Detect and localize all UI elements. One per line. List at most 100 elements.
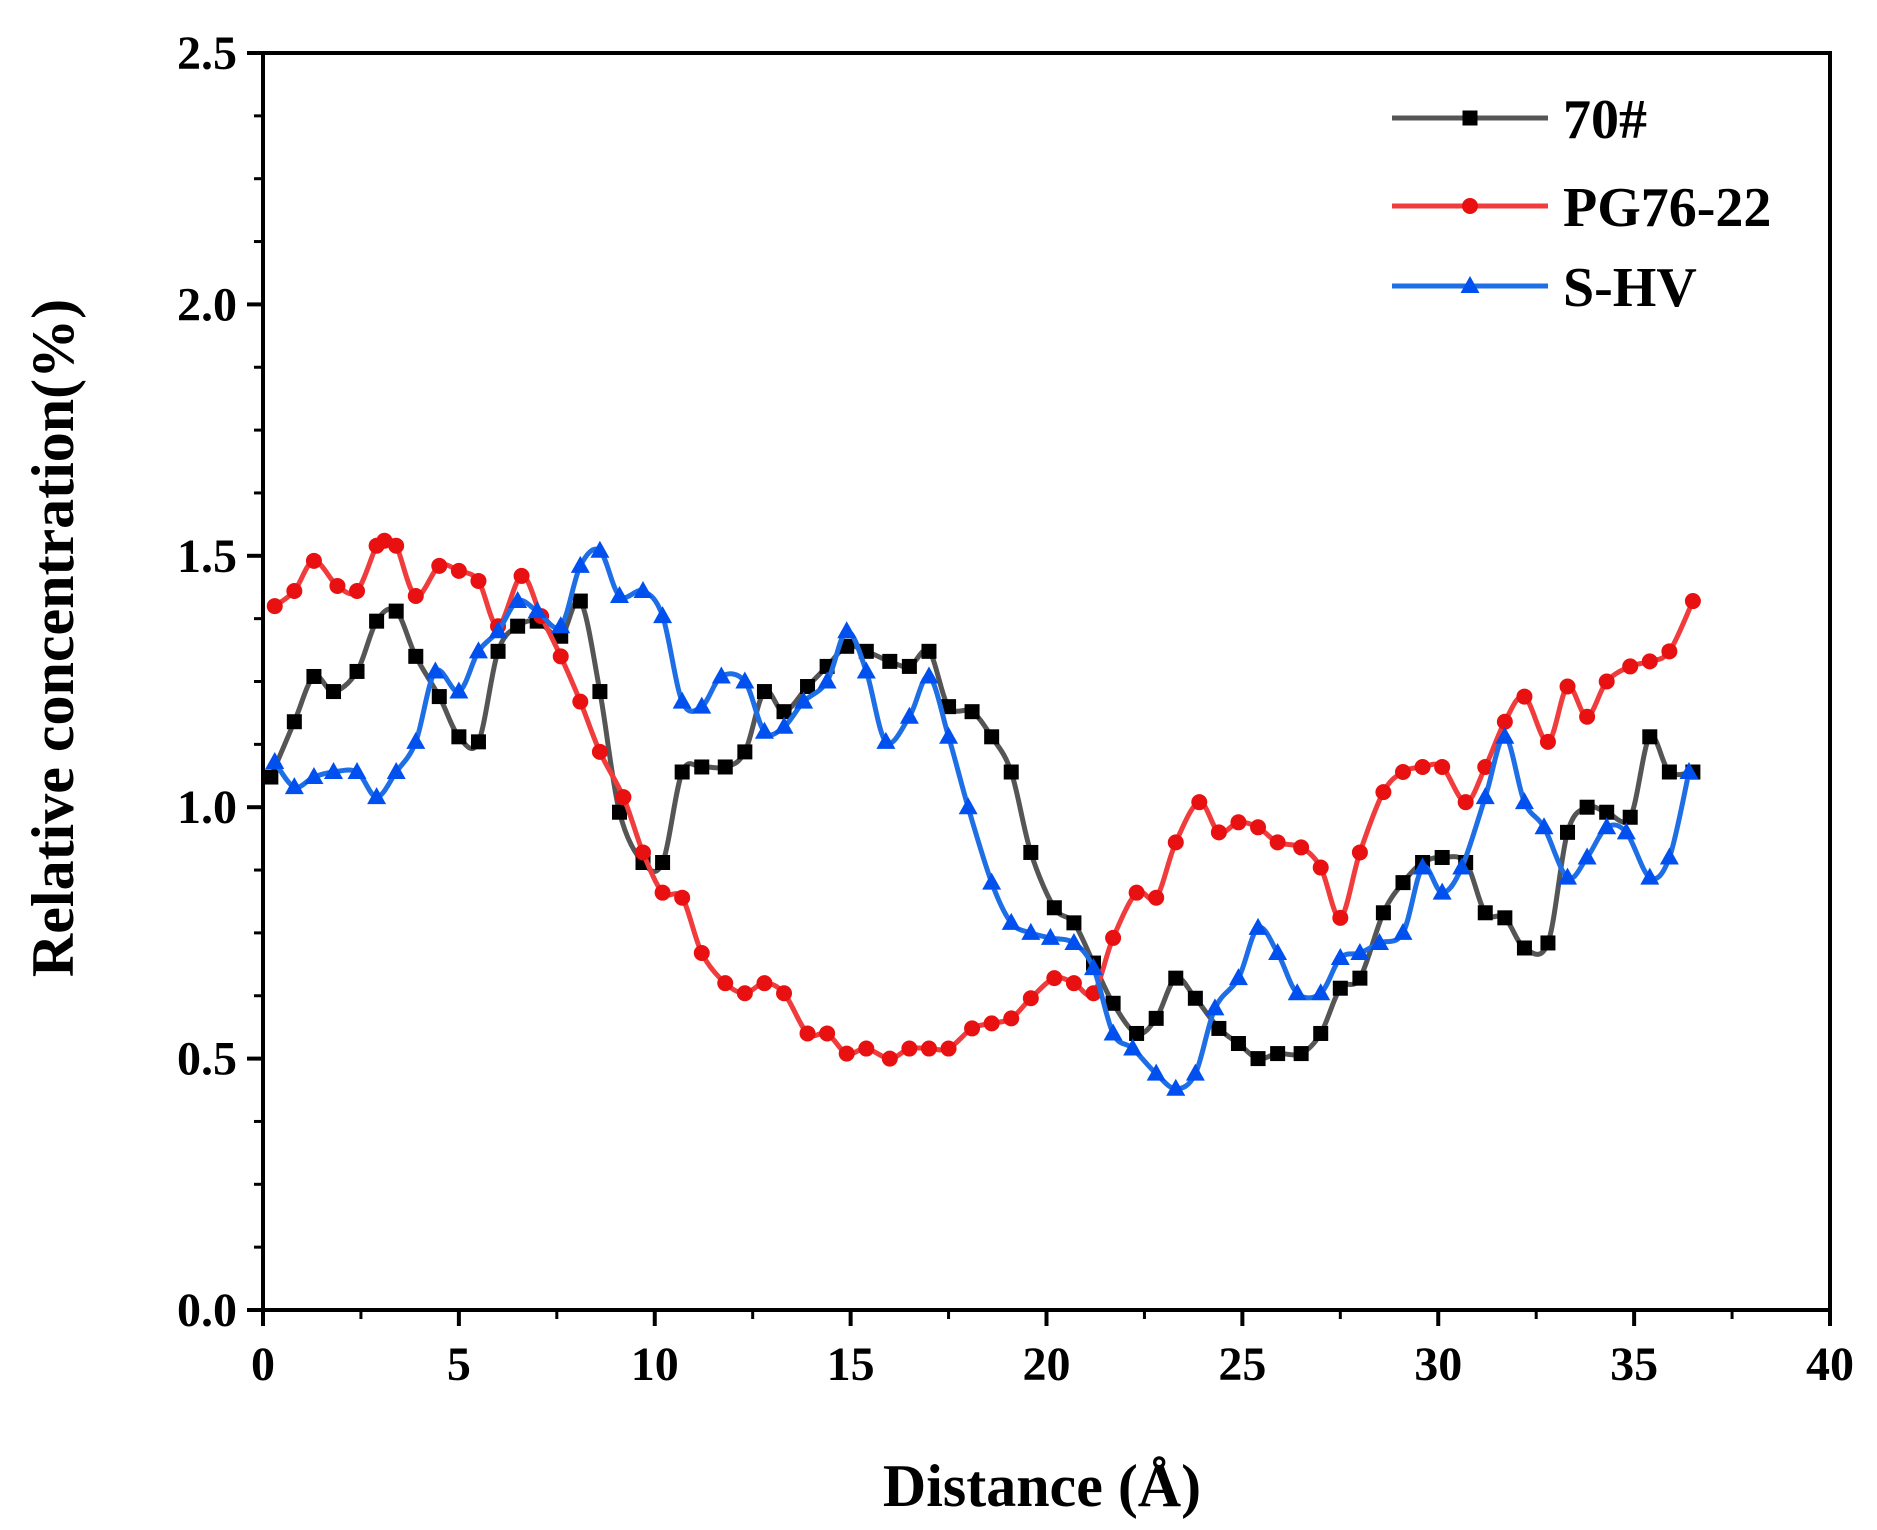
series-pg76-22 — [266, 532, 1701, 1067]
data-point-70 — [1129, 1025, 1145, 1041]
data-point-70 — [1023, 844, 1039, 860]
data-point-pg76-22 — [388, 537, 405, 554]
data-point-70 — [1148, 1010, 1164, 1026]
x-tick-label: 30 — [1414, 1338, 1462, 1391]
data-point-70 — [674, 764, 690, 780]
data-point-s-hv — [1616, 822, 1636, 840]
data-point-pg76-22 — [1394, 764, 1411, 781]
x-tick-label: 0 — [251, 1338, 275, 1391]
data-point-pg76-22 — [1003, 1010, 1020, 1027]
data-point-pg76-22 — [470, 572, 487, 589]
data-point-70 — [1642, 729, 1658, 745]
data-point-s-hv — [1475, 787, 1495, 805]
data-point-pg76-22 — [1684, 593, 1701, 610]
data-point-70 — [286, 714, 302, 730]
data-point-pg76-22 — [1661, 643, 1678, 660]
data-point-70 — [490, 643, 506, 659]
series-line-s-hv — [272, 546, 1692, 1092]
data-point-s-hv — [1268, 943, 1288, 961]
data-point-70 — [737, 744, 753, 760]
legend: 70# PG76-22 S-HV — [1392, 89, 1771, 319]
data-point-s-hv — [590, 540, 610, 558]
data-point-s-hv — [735, 671, 755, 689]
data-point-70 — [1540, 935, 1556, 951]
legend-entry-pg76-22: PG76-22 — [1392, 177, 1771, 239]
data-point-pg76-22 — [1598, 673, 1615, 690]
data-point-70 — [326, 684, 342, 700]
data-point-70 — [572, 593, 588, 609]
data-point-s-hv — [1679, 762, 1699, 780]
data-point-s-hv — [1248, 917, 1268, 935]
x-tick-label: 15 — [827, 1338, 875, 1391]
data-point-70 — [1250, 1051, 1266, 1067]
data-point-pg76-22 — [1269, 834, 1286, 851]
data-point-pg76-22 — [983, 1015, 1000, 1032]
data-point-70 — [984, 729, 1000, 745]
data-point-pg76-22 — [572, 693, 589, 710]
legend-marker-70 — [1462, 110, 1478, 126]
data-point-s-hv — [1369, 932, 1389, 950]
data-point-s-hv — [672, 691, 692, 709]
data-point-pg76-22 — [819, 1025, 836, 1042]
data-point-pg76-22 — [1022, 990, 1039, 1007]
data-point-s-hv — [488, 621, 508, 639]
data-point-s-hv — [1452, 857, 1472, 875]
data-point-s-hv — [1064, 932, 1084, 950]
data-point-70 — [263, 769, 279, 785]
data-point-pg76-22 — [838, 1045, 855, 1062]
y-axis: 0.0 0.5 1.0 1.5 2.0 2.5 — [177, 27, 263, 1337]
legend-marker-pg76-22 — [1462, 198, 1478, 214]
data-point-s-hv — [1577, 847, 1597, 865]
data-point-70 — [611, 804, 627, 820]
data-point-70 — [921, 643, 937, 659]
legend-symbol-70 — [1462, 110, 1478, 126]
data-point-pg76-22 — [1293, 839, 1310, 856]
data-point-pg76-22 — [1167, 834, 1184, 851]
data-point-70 — [1516, 940, 1532, 956]
series-line-70 — [268, 597, 1694, 1062]
data-point-s-hv — [304, 767, 324, 785]
data-point-pg76-22 — [858, 1040, 875, 1057]
data-point-s-hv — [1185, 1063, 1205, 1081]
data-point-pg76-22 — [615, 789, 632, 806]
data-point-pg76-22 — [881, 1050, 898, 1067]
legend-label-70: 70# — [1563, 89, 1647, 151]
data-point-pg76-22 — [1622, 658, 1639, 675]
data-point-s-hv — [1040, 927, 1060, 945]
data-point-s-hv — [508, 591, 528, 609]
data-point-s-hv — [817, 671, 837, 689]
x-axis-title: Distance (Å) — [883, 1453, 1201, 1519]
data-point-s-hv — [794, 691, 814, 709]
data-point-s-hv — [1021, 922, 1041, 940]
data-point-pg76-22 — [1105, 929, 1122, 946]
series-layer — [263, 532, 1701, 1096]
data-point-70 — [1395, 875, 1411, 891]
legend-symbol-pg76-22 — [1462, 198, 1478, 214]
data-point-s-hv — [1659, 847, 1679, 865]
data-point-pg76-22 — [450, 562, 467, 579]
data-point-pg76-22 — [1516, 688, 1533, 705]
data-point-s-hv — [919, 666, 939, 684]
data-point-pg76-22 — [1250, 819, 1267, 836]
x-axis: 0 5 10 15 20 25 30 35 40 — [251, 1310, 1854, 1391]
data-point-s-hv — [324, 762, 344, 780]
data-point-s-hv — [939, 726, 959, 744]
legend-marker-s-hv — [1460, 276, 1480, 293]
data-point-s-hv — [1123, 1038, 1143, 1056]
data-point-pg76-22 — [776, 985, 793, 1002]
data-point-pg76-22 — [513, 567, 530, 584]
y-axis-title: Relative concentration(%) — [20, 299, 86, 977]
data-point-pg76-22 — [1434, 758, 1451, 775]
data-point-pg76-22 — [1414, 758, 1431, 775]
data-point-pg76-22 — [1128, 884, 1145, 901]
data-point-s-hv — [1558, 867, 1578, 885]
data-point-70 — [882, 653, 898, 669]
y-tick-label: 2.0 — [177, 278, 237, 331]
data-point-s-hv — [837, 621, 857, 639]
x-tick-label: 25 — [1218, 1338, 1266, 1391]
data-point-pg76-22 — [329, 577, 346, 594]
data-point-s-hv — [1311, 983, 1331, 1001]
data-point-70 — [1105, 995, 1121, 1011]
data-point-70 — [1270, 1046, 1286, 1062]
